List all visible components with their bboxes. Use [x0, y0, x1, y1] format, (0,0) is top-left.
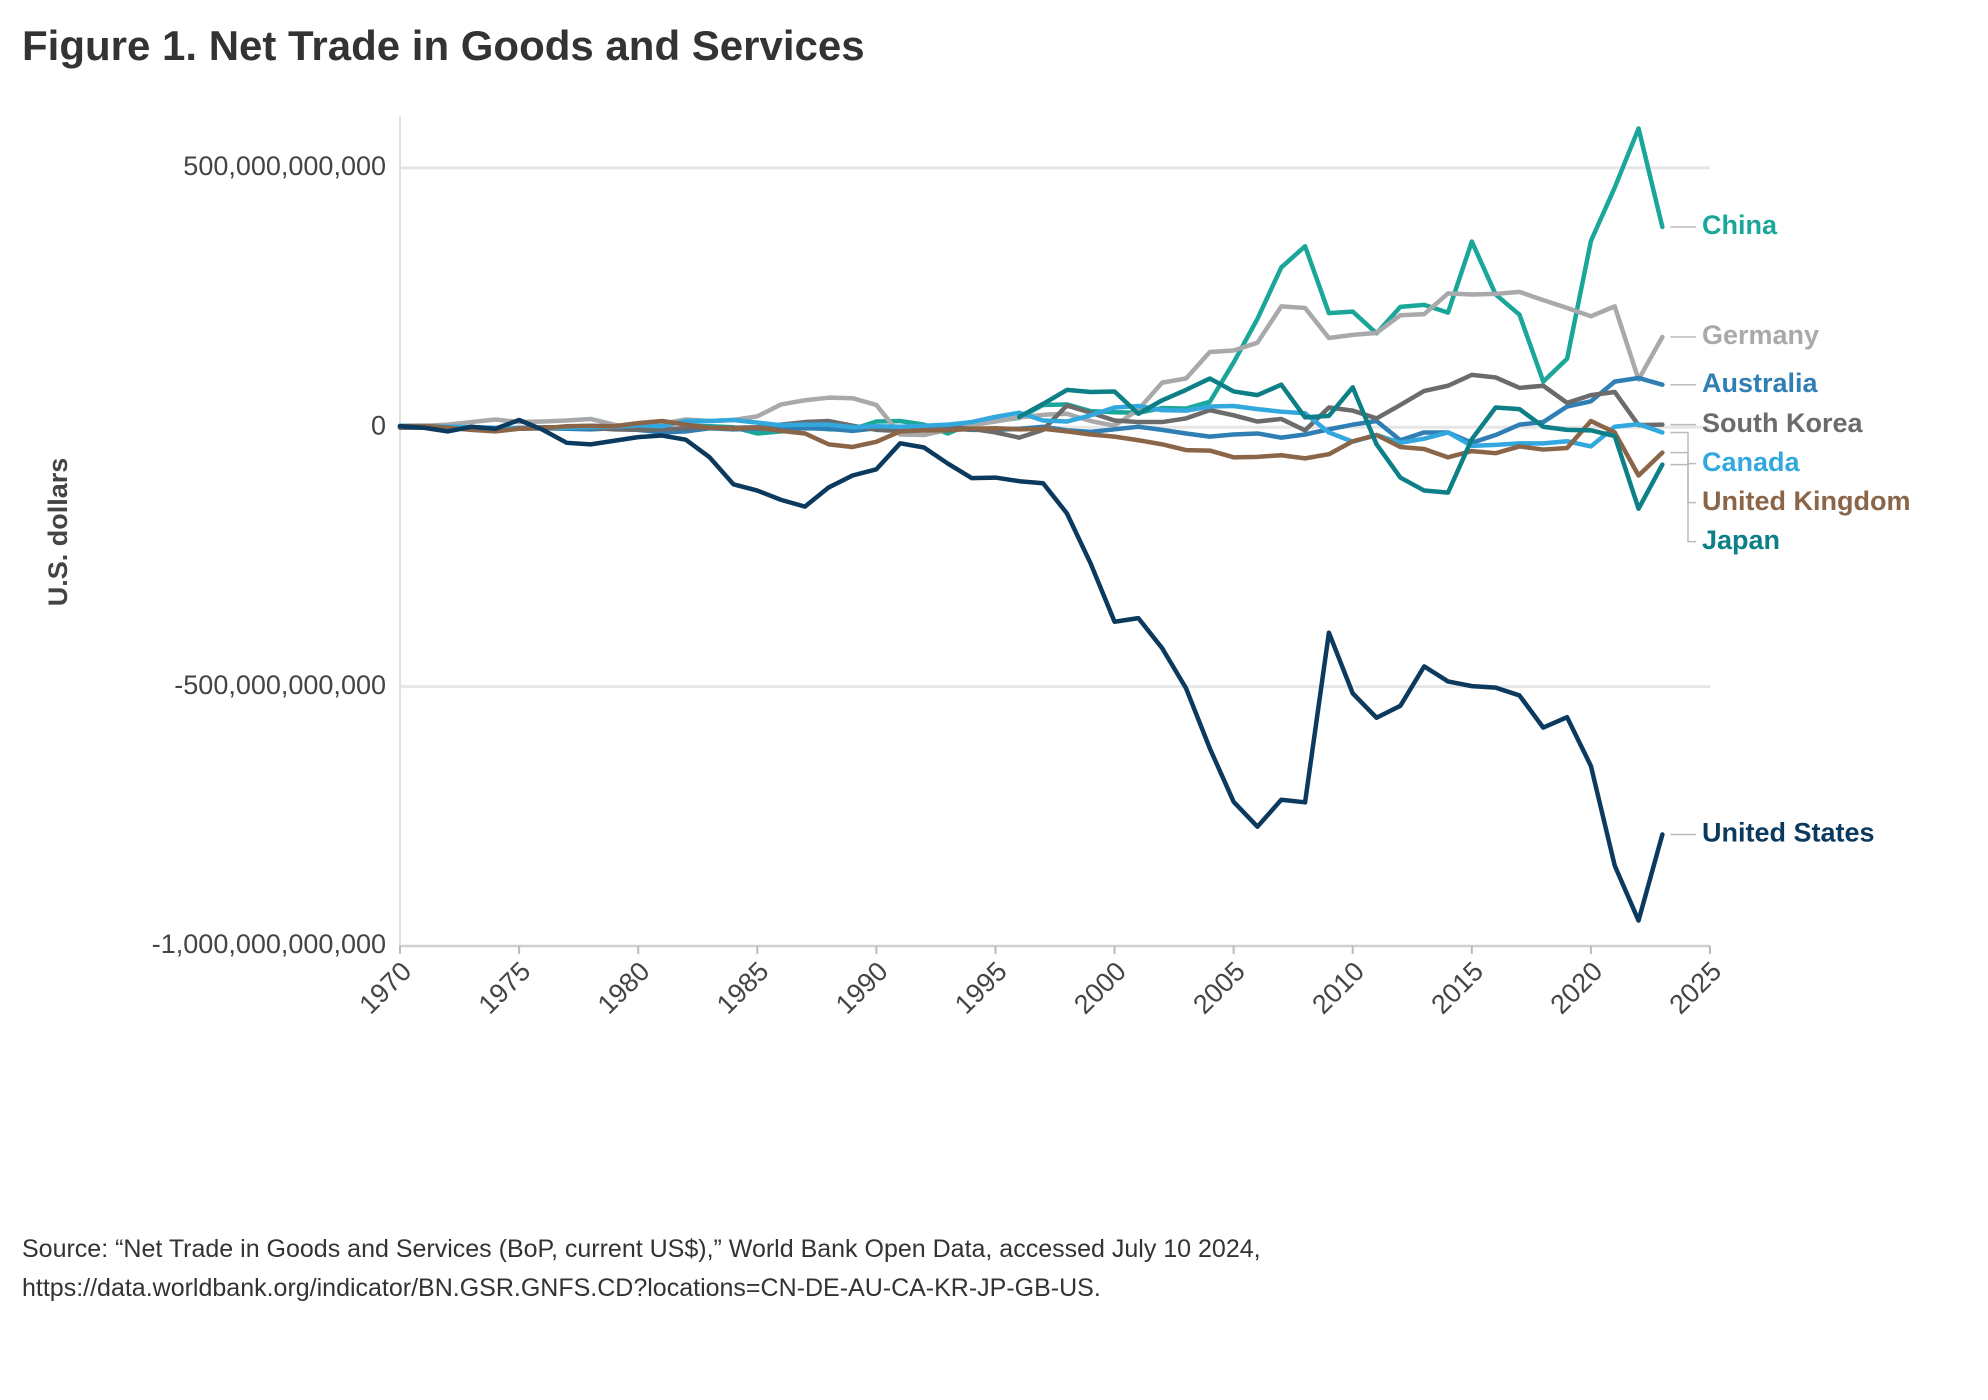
- x-tick-label: 2010: [1306, 956, 1370, 1020]
- x-tick-label: 2015: [1425, 956, 1489, 1020]
- x-tick-label: 1995: [949, 956, 1013, 1020]
- series-label: Germany: [1702, 320, 1819, 350]
- series-label: Japan: [1702, 525, 1780, 555]
- x-tick-label: 1985: [711, 956, 775, 1020]
- label-connector: [1670, 451, 1696, 504]
- chart-title: Figure 1. Net Trade in Goods and Service…: [22, 22, 865, 69]
- source-line: Source: “Net Trade in Goods and Services…: [22, 1235, 1261, 1263]
- label-connector: [1670, 431, 1696, 465]
- x-tick-label: 1980: [592, 956, 656, 1020]
- x-tick-label: 1970: [354, 956, 418, 1020]
- series-line: [397, 417, 1665, 923]
- x-tick-label: 2000: [1068, 956, 1132, 1020]
- y-tick-label: 0: [371, 410, 386, 440]
- series-line: [397, 418, 1665, 478]
- series-label: United Kingdom: [1702, 486, 1910, 516]
- x-tick-label: 1975: [473, 956, 537, 1020]
- series-label: China: [1702, 210, 1778, 240]
- label-connector: [1670, 463, 1696, 543]
- x-tick-label: 2020: [1544, 956, 1608, 1020]
- x-tick-label: 2025: [1664, 956, 1728, 1020]
- y-axis-title: U.S. dollars: [43, 458, 73, 607]
- x-tick-label: 2005: [1187, 956, 1251, 1020]
- series-line: [1017, 376, 1665, 511]
- series-label: Australia: [1702, 368, 1819, 398]
- y-tick-label: -1,000,000,000,000: [152, 929, 386, 959]
- source-line: https://data.worldbank.org/indicator/BN.…: [22, 1274, 1101, 1302]
- series-label: United States: [1702, 818, 1875, 848]
- x-tick-label: 1990: [830, 956, 894, 1020]
- series-label: Canada: [1702, 447, 1801, 477]
- series-label: South Korea: [1702, 408, 1863, 438]
- y-tick-label: 500,000,000,000: [183, 151, 386, 181]
- y-tick-label: -500,000,000,000: [174, 670, 386, 700]
